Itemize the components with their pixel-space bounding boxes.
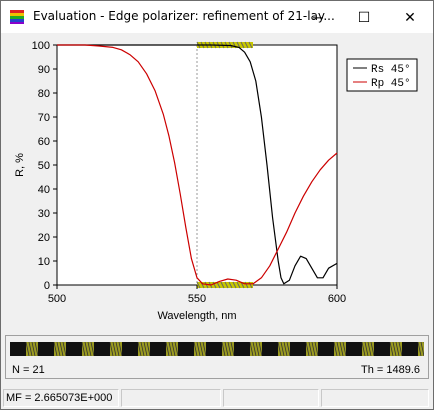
layer-block xyxy=(262,342,278,356)
merit-function-cell: MF = 2.665073E+000 xyxy=(3,389,119,407)
layer-block xyxy=(206,342,222,356)
y-tick-label: 30 xyxy=(38,208,50,220)
layer-block xyxy=(346,342,362,356)
legend-label-rs: Rs 45° xyxy=(371,64,411,76)
status-cell-3 xyxy=(223,389,319,407)
x-axis-label: Wavelength, nm xyxy=(157,310,236,322)
status-bar: MF = 2.665073E+000 xyxy=(1,387,433,409)
layer-block xyxy=(38,342,54,356)
y-tick-label: 80 xyxy=(38,88,50,100)
layer-block xyxy=(150,342,166,356)
layer-block xyxy=(318,342,334,356)
layer-block xyxy=(402,342,418,356)
layer-block xyxy=(178,342,194,356)
layer-strip[interactable] xyxy=(10,342,424,356)
close-button[interactable]: ✕ xyxy=(387,1,433,33)
chart-area: 500 550 600 0 10 20 30 40 50 60 70 80 90 100 Waveleng… xyxy=(1,33,433,331)
y-tick-label: 90 xyxy=(38,64,50,76)
layer-block xyxy=(122,342,138,356)
close-icon: ✕ xyxy=(404,9,416,26)
x-tick-label: 600 xyxy=(328,293,346,305)
x-tick-label: 500 xyxy=(48,293,66,305)
y-tick-label: 100 xyxy=(32,40,50,52)
rainbow-stack-icon xyxy=(9,9,25,25)
layer-block xyxy=(94,342,110,356)
merit-function-label: MF = 2.665073E+000 xyxy=(6,392,112,404)
layer-block xyxy=(418,342,424,356)
minimize-button[interactable]: ─ xyxy=(295,1,341,33)
status-cell-4 xyxy=(321,389,429,407)
layer-block xyxy=(290,342,306,356)
thickness-label: Th = 1489.6 xyxy=(361,364,420,376)
minimize-icon: ─ xyxy=(313,9,323,25)
reflectance-chart: 500 550 600 0 10 20 30 40 50 60 70 80 90 100 Waveleng… xyxy=(1,33,433,331)
window-title: Evaluation - Edge polarizer: refinement … xyxy=(33,9,335,23)
y-tick-label: 10 xyxy=(38,256,50,268)
y-tick-label: 20 xyxy=(38,232,50,244)
layer-block xyxy=(234,342,250,356)
y-tick-label: 0 xyxy=(44,280,50,292)
legend: Rs 45° Rp 45° xyxy=(347,59,417,91)
legend-label-rp: Rp 45° xyxy=(371,78,411,90)
maximize-icon: ☐ xyxy=(358,9,371,26)
title-bar[interactable]: Evaluation - Edge polarizer: refinement … xyxy=(1,1,433,33)
layer-block xyxy=(66,342,82,356)
y-tick-label: 70 xyxy=(38,112,50,124)
layer-block xyxy=(10,342,26,356)
layer-block xyxy=(374,342,390,356)
x-tick-label: 550 xyxy=(188,293,206,305)
status-cell-2 xyxy=(121,389,221,407)
y-axis-label: R, % xyxy=(14,153,26,177)
y-tick-label: 50 xyxy=(38,160,50,172)
layer-structure-panel: N = 21 Th = 1489.6 xyxy=(5,335,429,379)
layer-count-label: N = 21 xyxy=(12,364,45,376)
maximize-button[interactable]: ☐ xyxy=(341,1,387,33)
y-tick-label: 60 xyxy=(38,136,50,148)
y-tick-label: 40 xyxy=(38,184,50,196)
